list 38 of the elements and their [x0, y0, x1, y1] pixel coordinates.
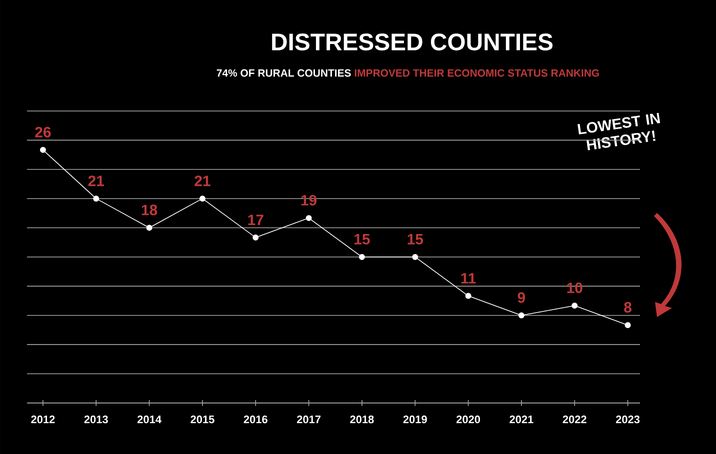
point	[252, 234, 259, 241]
x-tick-label: 2013	[84, 416, 108, 424]
chart-subtitle: 74% OF RURAL COUNTIES	[216, 69, 351, 77]
point	[412, 254, 418, 260]
data-label: 21	[194, 176, 210, 186]
point	[93, 196, 100, 202]
x-tick-label: 2023	[616, 416, 640, 424]
data-label: 17	[248, 214, 264, 225]
x-tick-label: 2019	[403, 416, 427, 424]
x-tick-label: 2016	[244, 416, 268, 424]
point	[199, 196, 206, 202]
x-tick-label: 2021	[510, 416, 534, 424]
point	[465, 292, 472, 299]
x-tick-label: 2014	[137, 416, 162, 424]
data-label: 9	[518, 292, 526, 303]
data-label: 8	[624, 302, 632, 313]
annotation: LOWEST IN HISTORY!	[578, 112, 660, 150]
point	[518, 312, 524, 318]
x-tick-label: 2017	[296, 416, 320, 424]
x-tick-label: 2022	[562, 416, 586, 424]
point	[572, 302, 578, 309]
data-label: 18	[142, 204, 158, 216]
chart-title: DISTRESSED COUNTIES	[272, 34, 553, 50]
point	[306, 215, 312, 222]
point	[358, 254, 365, 260]
data-label: 11	[461, 273, 476, 284]
point	[40, 146, 46, 153]
text: IMPROVED THEIR ECONOMIC STATUS RANKING	[354, 69, 599, 77]
x-tick-label: 2015	[190, 416, 214, 424]
point	[146, 224, 152, 231]
data-label: 21	[88, 176, 104, 186]
x-tick-label: 2020	[456, 416, 480, 424]
x-tick-label: 2012	[31, 416, 55, 424]
x-tick-label: 2018	[350, 416, 374, 424]
data-label: 26	[35, 126, 51, 138]
data-label: 15	[408, 234, 424, 244]
point	[624, 322, 631, 328]
data-label: 15	[354, 234, 370, 244]
